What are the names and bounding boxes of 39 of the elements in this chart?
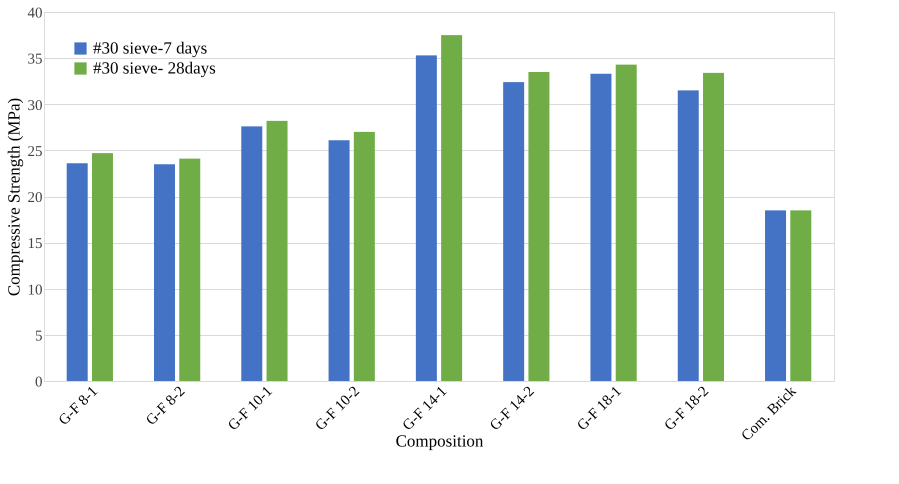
x-tick-label: G-F 10-2 — [312, 384, 364, 434]
bar — [678, 90, 699, 381]
bar — [441, 35, 462, 381]
bar — [503, 82, 524, 381]
bar — [790, 210, 812, 381]
legend-label: #30 sieve-7 days — [93, 38, 208, 58]
y-tick-label: 35 — [28, 52, 42, 68]
y-tick-label: 30 — [28, 98, 42, 114]
y-tick-label: 25 — [28, 144, 42, 160]
bar — [66, 163, 88, 381]
bar — [241, 126, 262, 381]
bar — [703, 72, 724, 381]
bar — [416, 55, 437, 381]
bar — [590, 74, 612, 381]
bar — [528, 72, 550, 381]
bar — [92, 153, 113, 381]
x-tick-label: G-F 14-2 — [487, 384, 538, 434]
bar — [354, 132, 375, 381]
bar — [154, 164, 175, 381]
y-tick-label: 15 — [28, 236, 42, 252]
x-tick-label: G-F 8-1 — [56, 384, 102, 429]
x-tick-label: G-F 18-1 — [574, 384, 625, 434]
bar — [765, 210, 786, 381]
x-tick-label: G-F 10-1 — [225, 384, 276, 434]
x-tick-label: G-F 8-2 — [143, 384, 188, 429]
x-axis-title: Composition — [396, 432, 484, 451]
bar — [328, 140, 350, 381]
bar — [179, 158, 200, 381]
y-tick-label: 40 — [28, 6, 42, 22]
bar — [616, 64, 637, 381]
legend-label: #30 sieve- 28days — [93, 58, 216, 78]
y-axis-title: Compressive Strength (MPa) — [4, 98, 24, 296]
y-tick-label: 0 — [35, 374, 42, 390]
y-tick-label: 10 — [28, 282, 42, 298]
y-tick-label: 20 — [28, 190, 42, 206]
x-tick-label: G-F 18-2 — [662, 384, 712, 434]
y-tick-label: 5 — [35, 328, 42, 344]
x-tick-label: G-F 14-1 — [400, 384, 450, 434]
bar — [266, 120, 288, 381]
